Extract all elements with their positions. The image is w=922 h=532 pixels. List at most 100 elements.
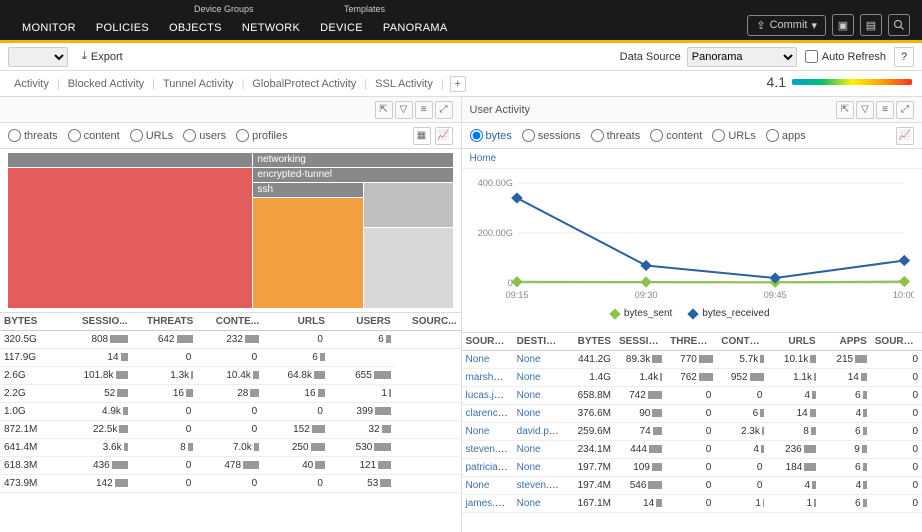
table-row[interactable]: 618.3M436047840121 <box>0 457 461 475</box>
table-cell: 0 <box>871 387 922 405</box>
table-cell: 109 <box>615 459 666 477</box>
rfilter-bytes[interactable]: bytes <box>470 129 512 142</box>
tab-blocked[interactable]: Blocked Activity <box>62 74 150 94</box>
table-row[interactable]: 473.9M14200053 <box>0 475 461 493</box>
table-cell: 9 <box>820 441 871 459</box>
auto-refresh-toggle[interactable]: Auto Refresh <box>805 50 886 63</box>
rfilter-apps[interactable]: apps <box>766 129 806 142</box>
rfilter-content[interactable]: content <box>650 129 702 142</box>
left-col-header[interactable]: THREATS <box>132 313 198 331</box>
table-cell: 1 <box>717 495 768 513</box>
rfilter-urls[interactable]: URLs <box>712 129 756 142</box>
help-icon[interactable]: ? <box>894 47 914 67</box>
left-col-header[interactable]: USERS <box>329 313 395 331</box>
export-button[interactable]: ⤓ Export <box>76 48 129 65</box>
table-row[interactable]: lucas.johnstonNone658.8M74200460 <box>462 387 922 405</box>
table-row[interactable]: patricia.enriquNone197.7M1090018460 <box>462 459 922 477</box>
table-row[interactable]: 641.4M3.6k87.0k250530 <box>0 439 461 457</box>
table-row[interactable]: marsha.wirthNone1.4G1.4k7629521.1k140 <box>462 369 922 387</box>
treemap-cell-orange[interactable] <box>253 198 362 308</box>
table-row[interactable]: 320.5G80864223206 <box>0 331 461 349</box>
filter-users[interactable]: users <box>183 129 226 142</box>
treemap-tag-encrypted[interactable]: encrypted-tunnel <box>253 168 452 182</box>
table-row[interactable]: 1.0G4.9k000399 <box>0 403 461 421</box>
filter-threats[interactable]: threats <box>8 129 58 142</box>
table-row[interactable]: james.yaegerNone167.1M1401160 <box>462 495 922 513</box>
table-row[interactable]: clarence.hujerNone376.6M90061440 <box>462 405 922 423</box>
commit-button[interactable]: ⇪ Commit ▾ <box>747 15 826 36</box>
table-cell <box>395 439 461 457</box>
view-chart-icon[interactable]: 📈 <box>435 127 453 145</box>
inbox-icon[interactable]: ▤ <box>860 14 882 36</box>
right-col-header[interactable]: CONTE... <box>717 333 768 351</box>
right-col-header[interactable]: APPS <box>820 333 871 351</box>
panel-popout-icon[interactable]: ⇱ <box>836 101 854 119</box>
tab-tunnel[interactable]: Tunnel Activity <box>157 74 240 94</box>
view-treemap-icon[interactable]: ▦ <box>413 127 431 145</box>
right-col-header[interactable]: URLS <box>768 333 819 351</box>
table-row[interactable]: 2.2G521628161 <box>0 385 461 403</box>
table-cell: None <box>462 423 513 441</box>
left-col-header[interactable]: SOURC... <box>395 313 461 331</box>
data-source-select[interactable]: Panorama <box>687 47 797 67</box>
tasks-icon[interactable]: ▣ <box>832 14 854 36</box>
nav-panorama[interactable]: PANORAMA <box>373 16 458 40</box>
left-col-header[interactable]: SESSIO... <box>66 313 132 331</box>
right-col-header[interactable]: DESTINATI... <box>513 333 564 351</box>
table-row[interactable]: steven.sharmaNone234.1M4440423690 <box>462 441 922 459</box>
table-row[interactable]: Nonesteven.shar...197.4M54600440 <box>462 477 922 495</box>
home-breadcrumb[interactable]: Home <box>462 149 922 169</box>
table-cell: 2.3k <box>717 423 768 441</box>
add-tab-button[interactable]: + <box>450 76 466 92</box>
panel-list-icon[interactable]: ≡ <box>876 101 894 119</box>
search-icon[interactable] <box>888 14 910 36</box>
panel-filter-icon[interactable]: ▽ <box>395 101 413 119</box>
treemap-cell-gray-a[interactable] <box>364 183 453 227</box>
filter-urls[interactable]: URLs <box>130 129 174 142</box>
nav-device[interactable]: DEVICE <box>310 16 373 40</box>
view-select[interactable] <box>8 47 68 67</box>
table-row[interactable]: 872.1M22.5k0015232 <box>0 421 461 439</box>
treemap-tag-ssh[interactable]: ssh <box>253 183 362 197</box>
right-col-header[interactable]: SESSIO... <box>615 333 666 351</box>
table-row[interactable]: NoneNone441.2G89.3k7705.7k10.1k2150 <box>462 351 922 369</box>
view-chart-icon[interactable]: 📈 <box>896 127 914 145</box>
treemap-cell-red[interactable] <box>8 168 252 308</box>
table-row[interactable]: Nonedavid.poster259.6M7402.3k860 <box>462 423 922 441</box>
table-cell: 0 <box>132 403 198 421</box>
table-cell: 8 <box>768 423 819 441</box>
treemap-cell-gray-b[interactable] <box>364 228 453 308</box>
panel-expand-icon[interactable]: ⤢ <box>435 101 453 119</box>
treemap-tag-networking[interactable]: networking <box>253 153 452 167</box>
nav-objects[interactable]: OBJECTS <box>159 16 232 40</box>
filter-content[interactable]: content <box>68 129 120 142</box>
auto-refresh-checkbox[interactable] <box>805 50 818 63</box>
tab-ssl[interactable]: SSL Activity <box>369 74 439 94</box>
tab-globalprotect[interactable]: GlobalProtect Activity <box>246 74 362 94</box>
table-cell: 872.1M <box>0 421 66 439</box>
right-col-header[interactable]: SOURCE USER <box>462 333 513 351</box>
nav-network[interactable]: NETWORK <box>232 16 310 40</box>
table-cell: david.poster <box>513 423 564 441</box>
panel-list-icon[interactable]: ≡ <box>415 101 433 119</box>
left-col-header[interactable]: CONTE... <box>197 313 263 331</box>
panel-expand-icon[interactable]: ⤢ <box>896 101 914 119</box>
right-col-header[interactable]: SOURC... <box>871 333 922 351</box>
left-col-header[interactable]: URLS <box>263 313 329 331</box>
left-col-header[interactable]: BYTES <box>0 313 66 331</box>
rfilter-sessions[interactable]: sessions <box>522 129 581 142</box>
table-row[interactable]: 117.9G14006 <box>0 349 461 367</box>
panel-filter-icon[interactable]: ▽ <box>856 101 874 119</box>
right-col-header[interactable]: BYTES <box>564 333 615 351</box>
rfilter-threats[interactable]: threats <box>591 129 641 142</box>
panel-popout-icon[interactable]: ⇱ <box>375 101 393 119</box>
nav-policies[interactable]: POLICIES <box>86 16 159 40</box>
table-row[interactable]: 2.6G101.8k1.3k10.4k64.8k655 <box>0 367 461 385</box>
table-cell: 16 <box>263 385 329 403</box>
table-cell: 0 <box>871 441 922 459</box>
tab-activity[interactable]: Activity <box>8 74 55 94</box>
table-cell: 770 <box>666 351 717 369</box>
filter-profiles[interactable]: profiles <box>236 129 287 142</box>
nav-monitor[interactable]: MONITOR <box>12 16 86 40</box>
right-col-header[interactable]: THREATS <box>666 333 717 351</box>
